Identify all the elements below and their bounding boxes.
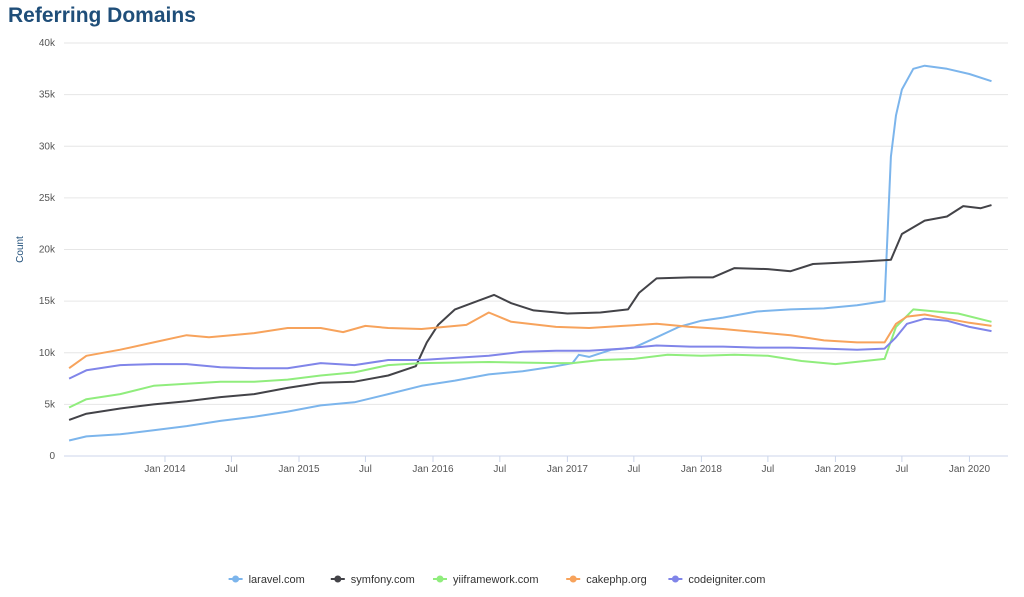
x-tick-label: Jan 2017: [547, 464, 589, 475]
legend-item-symfony-com[interactable]: symfony.com: [330, 574, 415, 586]
x-tick-label: Jul: [627, 464, 640, 475]
legend-marker: [334, 575, 342, 583]
x-tick-label: Jan 2014: [144, 464, 186, 475]
x-tick-label: Jul: [359, 464, 372, 475]
legend-item-yiiframework-com[interactable]: yiiframework.com: [433, 574, 539, 586]
x-tick-label: Jul: [895, 464, 908, 475]
y-tick-label: 40k: [39, 38, 56, 49]
y-axis-title: Count: [15, 236, 26, 263]
legend-marker: [569, 575, 577, 583]
legend-marker: [436, 575, 444, 583]
x-tick-label: Jan 2018: [681, 464, 723, 475]
y-tick-label: 30k: [39, 141, 56, 152]
x-tick-label: Jul: [493, 464, 506, 475]
legend-marker: [232, 575, 240, 583]
y-tick-label: 15k: [39, 296, 56, 307]
y-axis: 0 5k 10k 15k 20k 25k 30k 35k 40k: [39, 38, 56, 462]
legend-item-laravel-com[interactable]: laravel.com: [228, 574, 305, 586]
y-tick-label: 0: [49, 451, 55, 462]
legend-label: cakephp.org: [586, 574, 647, 586]
y-tick-label: 20k: [39, 245, 56, 256]
legend-label: laravel.com: [249, 574, 305, 586]
legend-label: symfony.com: [351, 574, 415, 586]
x-tick-label: Jan 2020: [949, 464, 991, 475]
legend-marker: [671, 575, 679, 583]
x-tick-label: Jul: [761, 464, 774, 475]
x-tick-label: Jan 2019: [815, 464, 857, 475]
legend-label: codeigniter.com: [688, 574, 765, 586]
gridlines: [64, 42, 1008, 457]
x-axis: Jan 2014 Jul Jan 2015 Jul Jan 2016 Jul Jan 201…: [144, 456, 990, 475]
series-line-cakephp-org[interactable]: [68, 311, 992, 370]
series-line-symfony-com[interactable]: [68, 204, 992, 421]
series-line-codeigniter-com[interactable]: [68, 317, 992, 380]
y-tick-label: 10k: [39, 348, 56, 359]
legend-item-codeigniter-com[interactable]: codeigniter.com: [668, 574, 765, 586]
y-tick-label: 25k: [39, 193, 56, 204]
series-line-laravel-com[interactable]: [68, 64, 992, 442]
x-tick-label: Jul: [225, 464, 238, 475]
series-line-yiiframework-com[interactable]: [68, 308, 992, 409]
y-tick-label: 5k: [44, 399, 56, 410]
x-tick-label: Jan 2015: [278, 464, 320, 475]
x-tick-label: Jan 2016: [412, 464, 454, 475]
y-tick-label: 35k: [39, 90, 56, 101]
page-title: Referring Domains: [8, 4, 196, 27]
legend-label: yiiframework.com: [453, 574, 539, 586]
series-lines: [68, 64, 992, 442]
legend: laravel.com symfony.com yiiframework.com ca…: [228, 574, 765, 586]
legend-item-cakephp-org[interactable]: cakephp.org: [566, 574, 647, 586]
